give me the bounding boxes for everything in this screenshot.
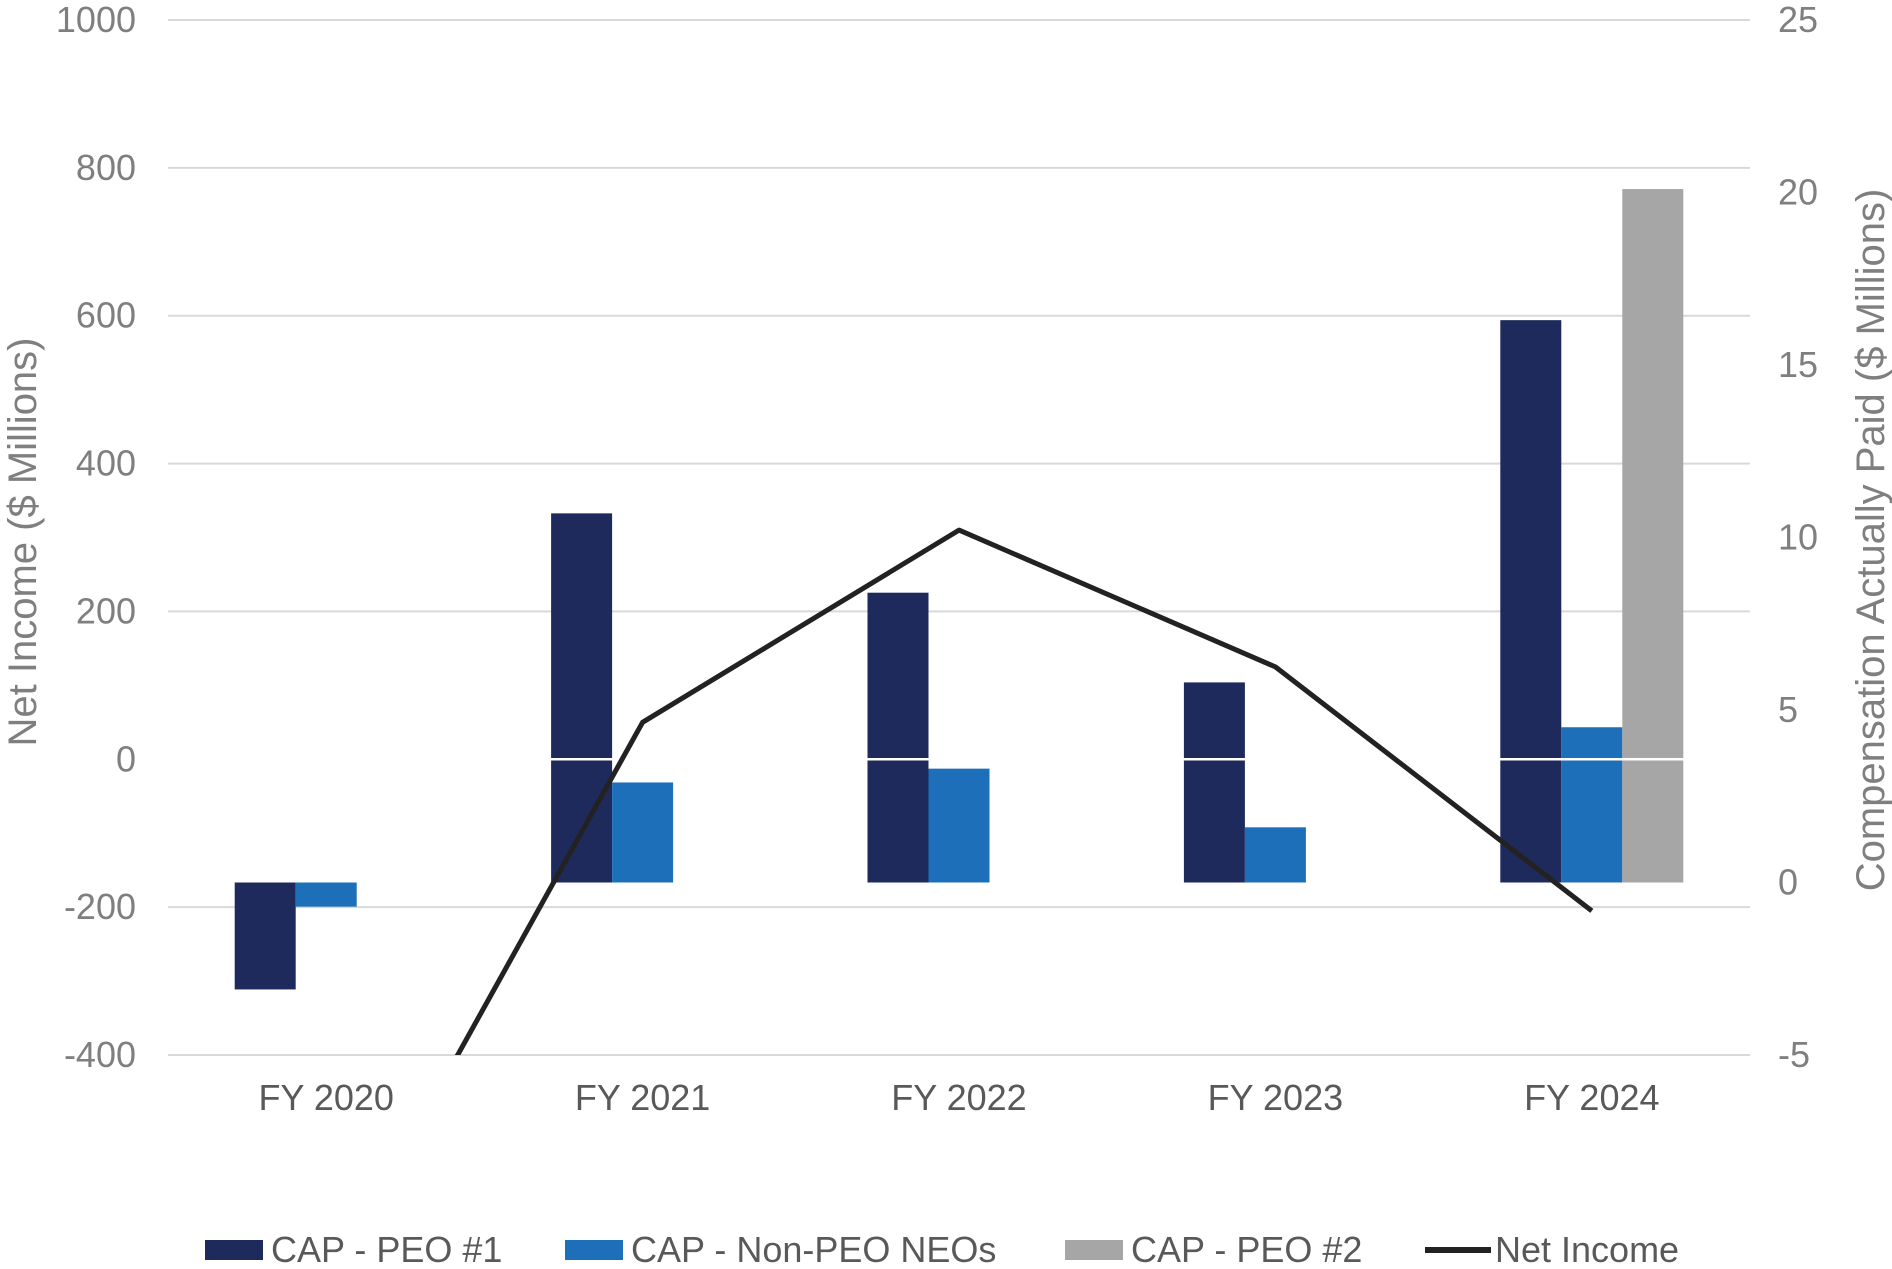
left-tick-label: 600	[76, 295, 136, 336]
category-label: FY 2021	[575, 1077, 710, 1118]
left-tick-label: 0	[116, 738, 136, 779]
category-label: FY 2022	[891, 1077, 1026, 1118]
bar	[867, 592, 929, 883]
legend-label: CAP - PEO #1	[271, 1229, 502, 1269]
right-tick-label: 20	[1778, 172, 1818, 213]
right-tick-label: 0	[1778, 862, 1798, 903]
left-tick-label: 800	[76, 147, 136, 188]
bar	[1561, 727, 1623, 883]
legend-label: CAP - Non-PEO NEOs	[631, 1229, 996, 1269]
left-tick-label: 1000	[56, 0, 136, 40]
line-series	[454, 527, 1594, 1055]
net-income-line	[454, 527, 1594, 1055]
right-tick-label: 10	[1778, 517, 1818, 558]
legend-item: CAP - Non-PEO NEOs	[565, 1229, 996, 1269]
left-axis-title: Net Income ($ Millions)	[1, 337, 45, 746]
right-axis-title: Compensation Actually Paid ($ Millions)	[1849, 189, 1892, 892]
right-tick-label: 25	[1778, 0, 1818, 40]
bar	[1622, 189, 1684, 883]
left-tick-label: 400	[76, 443, 136, 484]
left-tick-label: -400	[64, 1034, 136, 1075]
bar	[234, 882, 296, 990]
category-label: FY 2020	[258, 1077, 393, 1118]
bar	[295, 882, 357, 907]
right-tick-label: 5	[1778, 689, 1798, 730]
legend-label: CAP - PEO #2	[1131, 1229, 1362, 1269]
category-label: FY 2023	[1208, 1077, 1343, 1118]
category-labels: FY 2020 FY 2021 FY 2022 FY 2023 FY 2024	[258, 1077, 1659, 1118]
legend-item: Net Income	[1425, 1229, 1679, 1269]
bar	[1500, 320, 1562, 883]
legend-swatch	[1065, 1240, 1123, 1260]
bar	[1244, 827, 1306, 883]
category-label: FY 2024	[1524, 1077, 1659, 1118]
legend-item: CAP - PEO #1	[205, 1229, 502, 1269]
legend-swatch	[205, 1240, 263, 1260]
right-axis-ticks: 25 20 15 10 5 0 -5	[1778, 0, 1818, 1075]
right-tick-label: 15	[1778, 344, 1818, 385]
legend: CAP - PEO #1 CAP - Non-PEO NEOs CAP - PEO …	[205, 1229, 1679, 1269]
right-tick-label: -5	[1778, 1034, 1810, 1075]
left-axis-ticks: 1000 800 600 400 200 0 -200 -400	[56, 0, 136, 1075]
legend-swatch	[565, 1240, 623, 1260]
bar	[1183, 682, 1245, 883]
legend-item: CAP - PEO #2	[1065, 1229, 1362, 1269]
bar	[612, 782, 674, 883]
legend-label: Net Income	[1495, 1229, 1679, 1269]
left-tick-label: 200	[76, 590, 136, 631]
bar-series	[234, 189, 1684, 990]
bar	[551, 513, 613, 883]
bar	[928, 768, 990, 883]
left-tick-label: -200	[64, 886, 136, 927]
